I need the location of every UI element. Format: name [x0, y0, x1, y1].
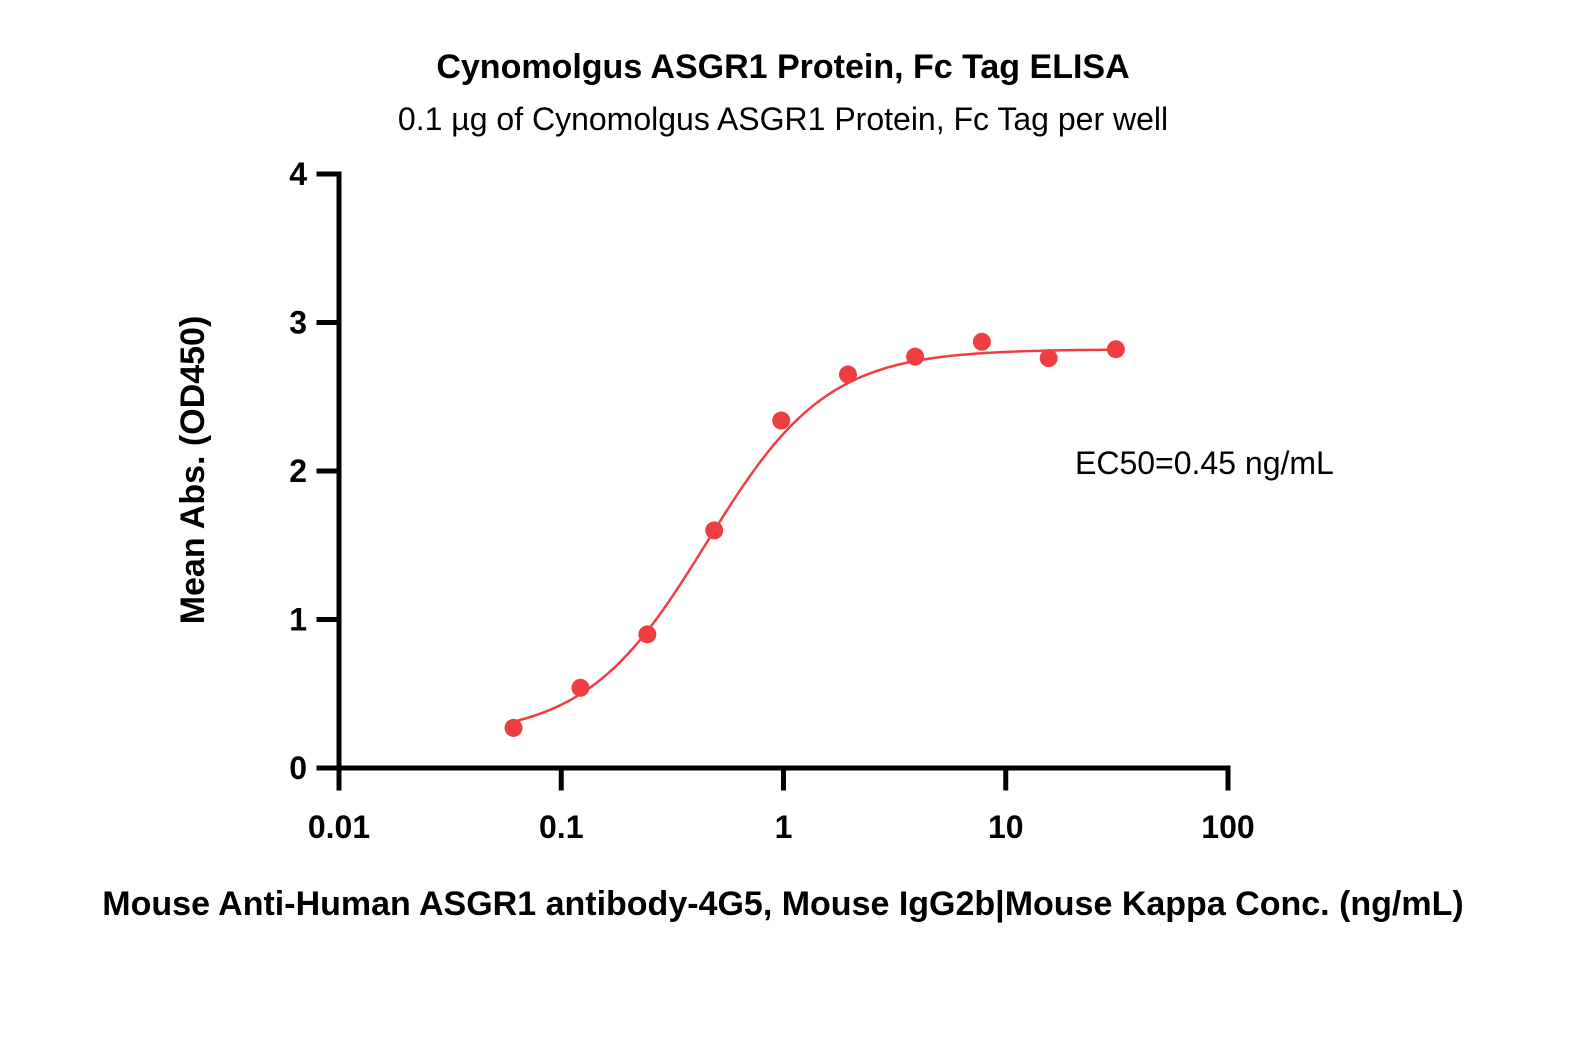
- axes: 0 1 2 3 4 0.01 0.1 1 10 100: [289, 156, 1254, 845]
- x-tick-label-0: 0.01: [308, 809, 370, 845]
- data-point-9: [1106, 340, 1125, 359]
- data-point-2: [638, 625, 657, 644]
- y-tick-label-4: 4: [289, 156, 307, 192]
- x-tick-label-2: 1: [775, 809, 793, 845]
- data-point-0: [504, 718, 523, 737]
- chart-title: Cynomolgus ASGR1 Protein, Fc Tag ELISA: [436, 48, 1129, 86]
- y-tick-label-1: 1: [289, 602, 307, 638]
- y-tick-label-2: 2: [289, 453, 307, 489]
- data-point-1: [571, 678, 590, 697]
- x-tick-label-4: 100: [1201, 809, 1254, 845]
- ec50-annotation: EC50=0.45 ng/mL: [1075, 445, 1334, 481]
- fit-curve-0: [513, 348, 1116, 723]
- fit-curve-layer: [513, 348, 1116, 723]
- x-tick-label-1: 0.1: [539, 809, 583, 845]
- y-axis-label: Mean Abs. (OD450): [174, 316, 212, 625]
- chart-subtitle: 0.1 µg of Cynomolgus ASGR1 Protein, Fc T…: [398, 101, 1168, 137]
- data-points-layer: [504, 332, 1125, 737]
- data-point-7: [972, 332, 991, 351]
- data-point-4: [772, 411, 791, 430]
- data-point-8: [1039, 349, 1058, 368]
- y-tick-label-3: 3: [289, 305, 307, 341]
- data-point-5: [838, 365, 857, 384]
- x-tick-label-3: 10: [988, 809, 1024, 845]
- y-tick-label-0: 0: [289, 750, 307, 786]
- data-point-3: [705, 521, 724, 540]
- x-axis-label: Mouse Anti-Human ASGR1 antibody-4G5, Mou…: [102, 885, 1463, 923]
- data-point-6: [906, 347, 925, 366]
